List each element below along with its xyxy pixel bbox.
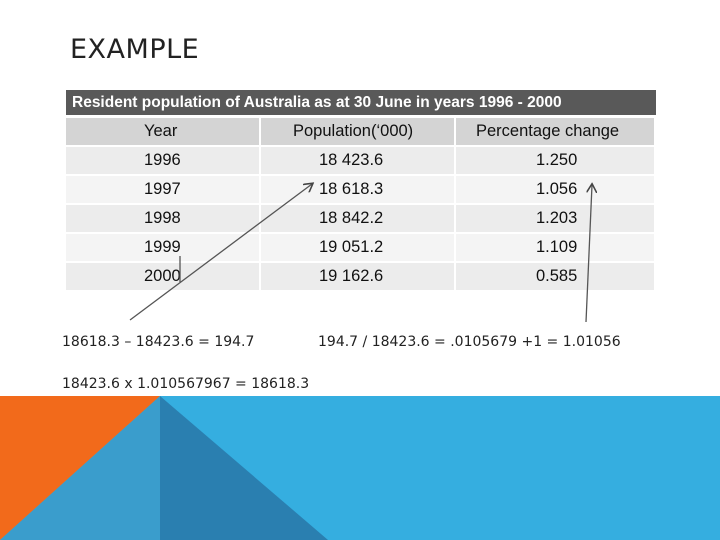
cell-population: 19 051.2 xyxy=(261,234,456,261)
cell-population: 18 618.3 xyxy=(261,176,456,203)
cell-year: 1998 xyxy=(66,205,261,232)
slide-title: EXAMPLE xyxy=(70,34,200,65)
footer-mid-blue-triangle xyxy=(0,396,160,540)
cell-population: 18 423.6 xyxy=(261,147,456,174)
cell-change: 1.109 xyxy=(456,234,656,261)
table-header-row: Year Population(‘000) Percentage change xyxy=(66,118,656,145)
decorative-footer-shapes xyxy=(0,396,720,540)
footer-dark-blue-triangle xyxy=(160,396,328,540)
population-table: Year Population(‘000) Percentage change … xyxy=(66,116,656,292)
table-row: 2000 19 162.6 0.585 xyxy=(66,263,656,290)
column-header-year: Year xyxy=(66,118,261,145)
column-header-change: Percentage change xyxy=(456,118,656,145)
cell-year: 1999 xyxy=(66,234,261,261)
cell-change: 0.585 xyxy=(456,263,656,290)
table-row: 1997 18 618.3 1.056 xyxy=(66,176,656,203)
table-row: 1996 18 423.6 1.250 xyxy=(66,147,656,174)
cell-change: 1.056 xyxy=(456,176,656,203)
cell-change: 1.250 xyxy=(456,147,656,174)
cell-year: 1997 xyxy=(66,176,261,203)
cell-change: 1.203 xyxy=(456,205,656,232)
ratio-calculation: 194.7 / 18423.6 = .0105679 +1 = 1.01056 xyxy=(318,334,621,350)
table-row: 1998 18 842.2 1.203 xyxy=(66,205,656,232)
cell-population: 18 842.2 xyxy=(261,205,456,232)
table-caption: Resident population of Australia as at 3… xyxy=(66,90,656,115)
cell-year: 1996 xyxy=(66,147,261,174)
cell-population: 19 162.6 xyxy=(261,263,456,290)
table-row: 1999 19 051.2 1.109 xyxy=(66,234,656,261)
column-header-population: Population(‘000) xyxy=(261,118,456,145)
product-calculation: 18423.6 x 1.010567967 = 18618.3 xyxy=(62,376,310,392)
cell-year: 2000 xyxy=(66,263,261,290)
difference-calculation: 18618.3 – 18423.6 = 194.7 xyxy=(62,334,255,350)
